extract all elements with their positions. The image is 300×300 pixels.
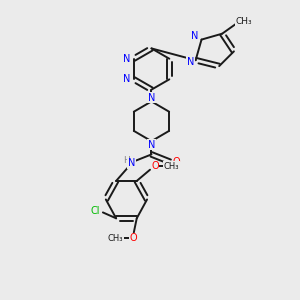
Text: O: O xyxy=(129,233,137,243)
Text: H: H xyxy=(123,156,130,165)
Text: N: N xyxy=(124,74,131,84)
Text: N: N xyxy=(124,54,131,64)
Text: CH₃: CH₃ xyxy=(235,17,252,26)
Text: N: N xyxy=(191,31,199,41)
Text: N: N xyxy=(187,57,194,67)
Text: CH₃: CH₃ xyxy=(164,162,179,171)
Text: N: N xyxy=(128,158,135,168)
Text: Cl: Cl xyxy=(90,206,100,216)
Text: O: O xyxy=(172,157,180,167)
Text: N: N xyxy=(148,140,155,150)
Text: O: O xyxy=(151,161,159,171)
Text: CH₃: CH₃ xyxy=(108,234,123,243)
Text: N: N xyxy=(148,93,155,103)
